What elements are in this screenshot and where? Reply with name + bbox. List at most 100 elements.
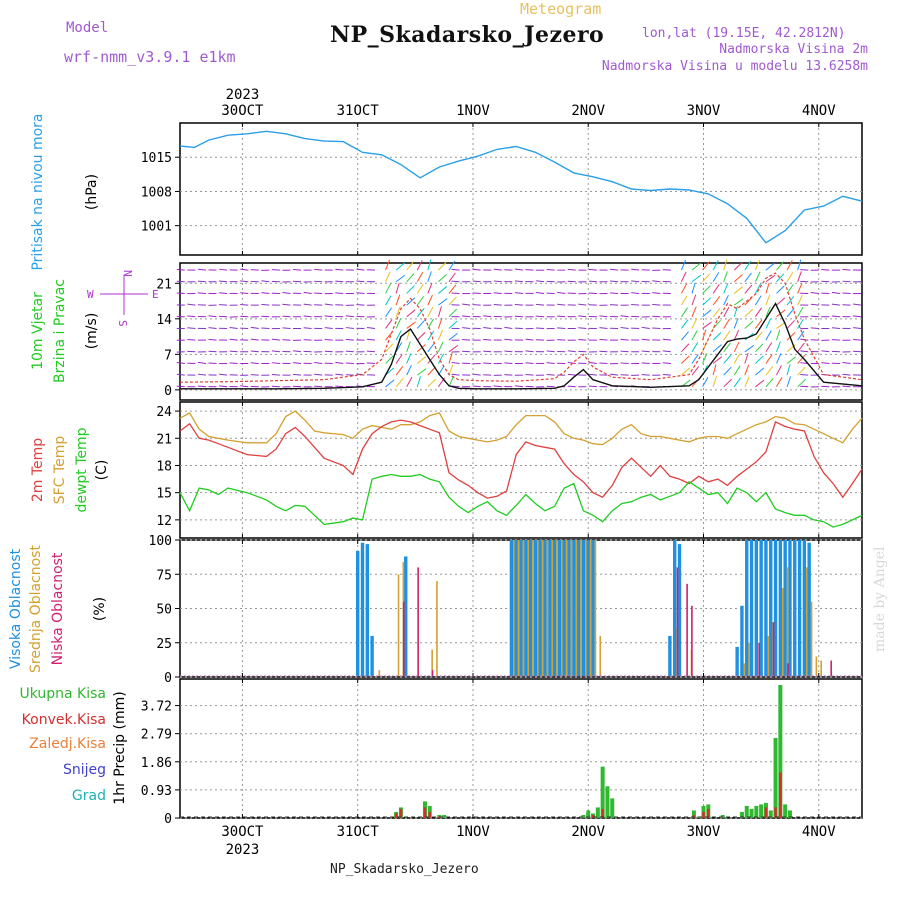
wind-arrow (335, 373, 344, 376)
wind-arrow (345, 327, 354, 329)
wind-arrow (451, 280, 460, 283)
wind-arrow (744, 320, 754, 329)
wind-arrow (712, 296, 721, 306)
wind-arrow (557, 303, 566, 306)
wind-arrow (416, 283, 424, 294)
total-precip-bar (744, 805, 749, 818)
wind-arrow (219, 373, 228, 376)
wind-arrow (493, 385, 502, 388)
high-cloud-bar (365, 544, 370, 676)
wind-arrow (723, 330, 731, 341)
wind-arrow (754, 319, 763, 329)
wind-arrow (356, 304, 365, 306)
mid-cloud-bar (599, 635, 602, 676)
wind-arrow (641, 338, 650, 341)
wind-arrow (197, 268, 206, 271)
wind-arrow (821, 268, 830, 271)
wind-arrow (176, 373, 185, 376)
wind-arrow (723, 283, 729, 294)
wind-arrow (437, 317, 443, 329)
high-cloud-bar (754, 540, 759, 676)
wind-arrow (176, 385, 185, 388)
high-cloud-bar (793, 540, 797, 676)
direction-key-e: E (152, 288, 159, 301)
wind-arrow (324, 350, 333, 353)
wind-arrow (691, 274, 702, 283)
wind-arrow (712, 308, 721, 318)
wind-arrow (680, 271, 687, 282)
ylabel-temp-unit: (C) (94, 460, 110, 481)
wind-arrow (546, 362, 555, 364)
wind-arrow (712, 260, 719, 271)
total-precip-bar (754, 805, 759, 818)
wind-arrow (271, 338, 280, 341)
wind-arrow (797, 306, 804, 318)
wind-arrow (800, 350, 809, 353)
y-tick-label: 7 (164, 348, 172, 363)
wind-arrow (765, 366, 774, 376)
y-tick-label: 1015 (141, 151, 172, 166)
temp-2m-line (179, 419, 863, 499)
wind-arrow (776, 285, 785, 294)
high-cloud-bar (562, 540, 566, 676)
ylabel-wind-unit: (m/s) (84, 313, 100, 350)
wind-arrow (427, 342, 435, 353)
conv-precip-bar (707, 808, 710, 818)
high-cloud-bar (528, 540, 533, 676)
wind-arrow (733, 274, 743, 283)
conv-precip-bar (399, 808, 403, 818)
wind-arrow (385, 379, 395, 388)
x-tick-label-top: 31OCT (337, 103, 380, 119)
wind-arrow (744, 296, 753, 306)
wind-arrow (250, 326, 259, 329)
wind-arrow (821, 385, 830, 388)
wind-arrow (416, 307, 425, 318)
wind-arrow (776, 353, 782, 364)
wind-arrow (314, 373, 323, 376)
wind-arrow (303, 339, 312, 341)
wind-arrow (240, 268, 249, 271)
wind-arrow (800, 373, 809, 376)
wind-arrow (437, 353, 445, 364)
wind-arrow (208, 327, 217, 329)
wind-arrow (797, 259, 802, 271)
ylabel-precip: 1hr Precip (mm) (112, 691, 128, 804)
wind-arrow (712, 364, 717, 376)
wind-arrow (395, 282, 400, 294)
mid-cloud-bar (546, 540, 549, 676)
wind-arrow (395, 306, 401, 317)
wind-arrow (472, 268, 481, 271)
total-precip-bar (691, 810, 696, 818)
wind-arrow (427, 330, 435, 341)
wind-arrow (261, 292, 270, 294)
ylabel-mid-cloud: Srednja Oblacnost (28, 545, 44, 673)
wind-arrow (525, 362, 534, 364)
wind-arrow (786, 332, 796, 341)
high-cloud-bar (591, 540, 595, 676)
wind-arrow (282, 315, 291, 318)
y-tick-label: 50 (156, 603, 172, 618)
precip-legend-item: Konvek.Kisa (22, 712, 106, 728)
wind-arrow (303, 291, 312, 294)
wind-arrow (282, 303, 291, 306)
wind-arrow (395, 318, 402, 329)
ylabel-pressure: Pritisak na nivou mora (30, 113, 46, 270)
mid-cloud-bar (743, 663, 746, 676)
wind-arrow (578, 327, 587, 329)
wind-arrow (557, 291, 566, 294)
wind-arrow (842, 385, 851, 388)
wind-arrow (546, 350, 555, 353)
wind-arrow (702, 353, 708, 364)
conv-precip-bar (702, 811, 705, 818)
high-cloud-bar (668, 635, 672, 676)
high-cloud-bar (749, 540, 754, 676)
wind-arrow (385, 319, 393, 329)
wind-arrow (831, 303, 840, 306)
wind-arrow (557, 327, 566, 329)
wind-arrow (567, 385, 576, 388)
wind-arrow (776, 341, 781, 352)
wind-arrow (723, 366, 732, 376)
wind-arrow (842, 361, 851, 364)
direction-key-w: W (87, 288, 94, 301)
wind-arrow (797, 342, 805, 353)
